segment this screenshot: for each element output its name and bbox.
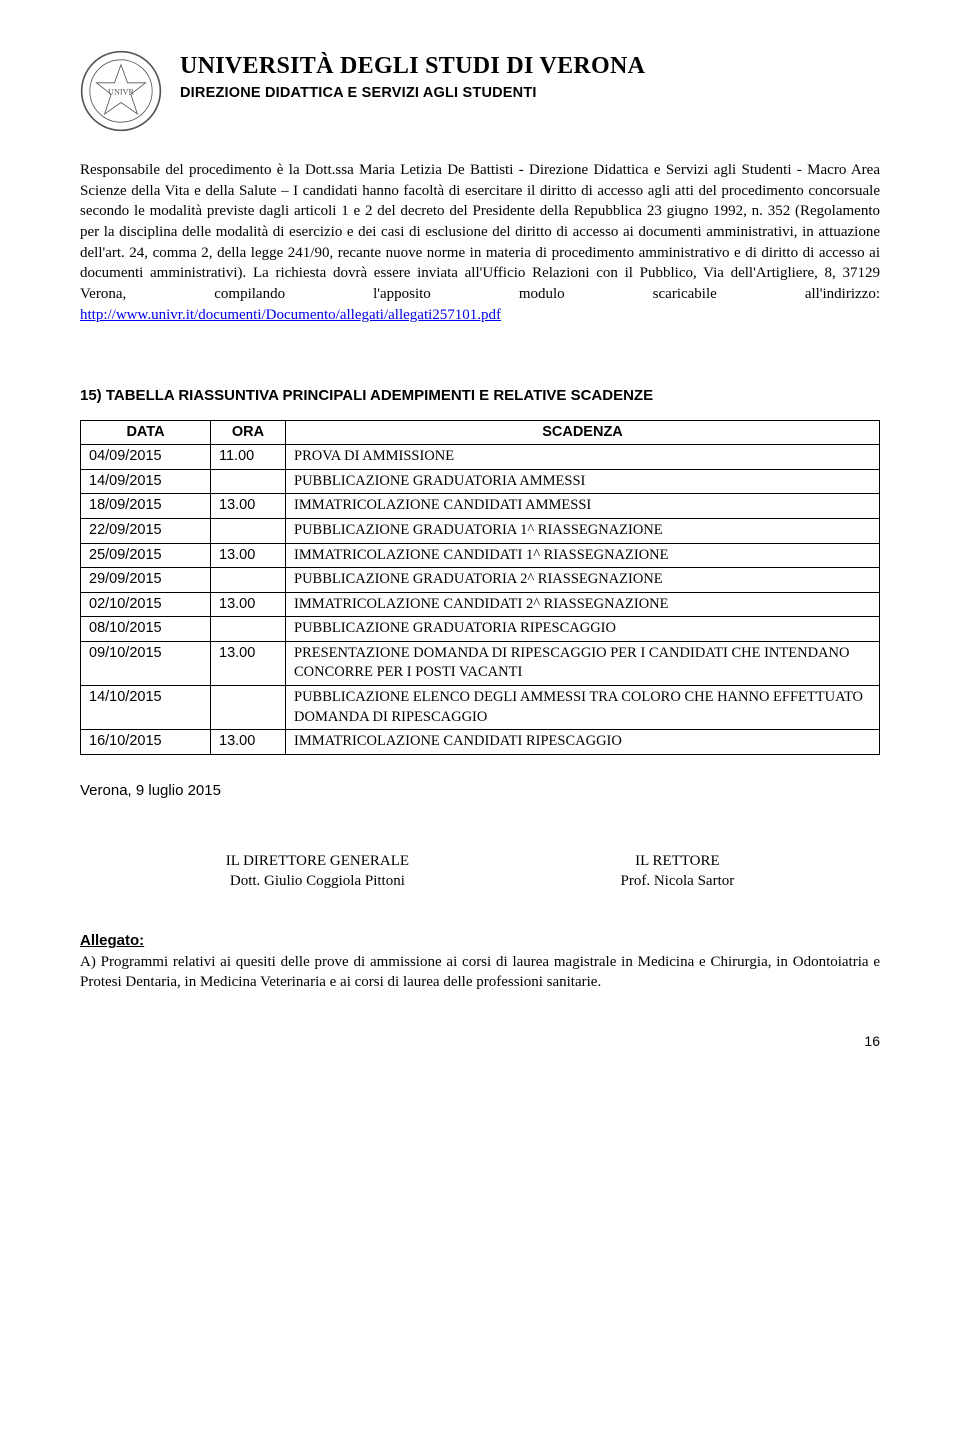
university-subtitle: DIREZIONE DIDATTICA E SERVIZI AGLI STUDE… <box>180 84 880 104</box>
cell-scadenza: IMMATRICOLAZIONE CANDIDATI AMMESSI <box>286 494 880 519</box>
cell-ora: 13.00 <box>211 592 286 617</box>
document-download-link[interactable]: http://www.univr.it/documenti/Documento/… <box>80 307 501 323</box>
cell-scadenza: IMMATRICOLAZIONE CANDIDATI 1^ RIASSEGNAZ… <box>286 543 880 568</box>
cell-data: 02/10/2015 <box>81 592 211 617</box>
col-header-data: DATA <box>81 420 211 445</box>
cell-scadenza: PUBBLICAZIONE GRADUATORIA 2^ RIASSEGNAZI… <box>286 568 880 593</box>
cell-scadenza: PUBBLICAZIONE GRADUATORIA AMMESSI <box>286 469 880 494</box>
table-row: 22/09/2015 PUBBLICAZIONE GRADUATORIA 1^ R… <box>81 519 880 544</box>
signature-right: IL RETTORE Prof. Nicola Sartor <box>621 851 735 892</box>
director-role: IL DIRETTORE GENERALE <box>226 851 409 871</box>
cell-data: 25/09/2015 <box>81 543 211 568</box>
cell-data: 18/09/2015 <box>81 494 211 519</box>
university-title: UNIVERSITÀ DEGLI STUDI DI VERONA <box>180 50 880 82</box>
cell-ora: 13.00 <box>211 543 286 568</box>
section-15-title: 15) TABELLA RIASSUNTIVA PRINCIPALI ADEMP… <box>80 386 880 406</box>
table-row: 14/10/2015 PUBBLICAZIONE ELENCO DEGLI AMM… <box>81 685 880 729</box>
rector-name: Prof. Nicola Sartor <box>621 871 735 891</box>
cell-scadenza: IMMATRICOLAZIONE CANDIDATI 2^ RIASSEGNAZ… <box>286 592 880 617</box>
table-header-row: DATA ORA SCADENZA <box>81 420 880 445</box>
university-seal-icon: UNIVR <box>80 50 162 132</box>
cell-data: 16/10/2015 <box>81 730 211 755</box>
rector-role: IL RETTORE <box>621 851 735 871</box>
director-name: Dott. Giulio Coggiola Pittoni <box>226 871 409 891</box>
cell-ora <box>211 568 286 593</box>
cell-ora <box>211 469 286 494</box>
allegato-text: A) Programmi relativi ai quesiti delle p… <box>80 952 880 993</box>
cell-ora <box>211 519 286 544</box>
document-header: UNIVR UNIVERSITÀ DEGLI STUDI DI VERONA D… <box>80 50 880 132</box>
cell-scadenza: PUBBLICAZIONE GRADUATORIA 1^ RIASSEGNAZI… <box>286 519 880 544</box>
cell-data: 14/09/2015 <box>81 469 211 494</box>
col-header-ora: ORA <box>211 420 286 445</box>
signature-left: IL DIRETTORE GENERALE Dott. Giulio Coggi… <box>226 851 409 892</box>
cell-data: 14/10/2015 <box>81 685 211 729</box>
table-row: 16/10/201513.00IMMATRICOLAZIONE CANDIDAT… <box>81 730 880 755</box>
cell-scadenza: PROVA DI AMMISSIONE <box>286 445 880 470</box>
cell-data: 29/09/2015 <box>81 568 211 593</box>
table-row: 08/10/2015 PUBBLICAZIONE GRADUATORIA RIPE… <box>81 617 880 642</box>
col-header-scadenza: SCADENZA <box>286 420 880 445</box>
cell-data: 22/09/2015 <box>81 519 211 544</box>
paragraph-text: Responsabile del procedimento è la Dott.… <box>80 162 880 302</box>
cell-ora: 13.00 <box>211 641 286 685</box>
table-row: 18/09/201513.00IMMATRICOLAZIONE CANDIDAT… <box>81 494 880 519</box>
svg-text:UNIVR: UNIVR <box>108 87 134 96</box>
table-row: 02/10/201513.00IMMATRICOLAZIONE CANDIDAT… <box>81 592 880 617</box>
header-text-block: UNIVERSITÀ DEGLI STUDI DI VERONA DIREZIO… <box>180 50 880 104</box>
procedure-paragraph: Responsabile del procedimento è la Dott.… <box>80 160 880 326</box>
cell-ora <box>211 685 286 729</box>
allegato-title: Allegato: <box>80 932 144 949</box>
cell-data: 09/10/2015 <box>81 641 211 685</box>
allegato-block: Allegato: A) Programmi relativi ai quesi… <box>80 931 880 992</box>
table-row: 29/09/2015 PUBBLICAZIONE GRADUATORIA 2^ R… <box>81 568 880 593</box>
table-row: 25/09/201513.00IMMATRICOLAZIONE CANDIDAT… <box>81 543 880 568</box>
page-number: 16 <box>80 1032 880 1051</box>
cell-ora: 13.00 <box>211 494 286 519</box>
cell-scadenza: PUBBLICAZIONE GRADUATORIA RIPESCAGGIO <box>286 617 880 642</box>
cell-scadenza: PUBBLICAZIONE ELENCO DEGLI AMMESSI TRA C… <box>286 685 880 729</box>
table-row: 04/09/201511.00PROVA DI AMMISSIONE <box>81 445 880 470</box>
schedule-table: DATA ORA SCADENZA 04/09/201511.00PROVA D… <box>80 420 880 755</box>
date-city: Verona, 9 luglio 2015 <box>80 781 880 801</box>
cell-ora: 13.00 <box>211 730 286 755</box>
table-row: 14/09/2015 PUBBLICAZIONE GRADUATORIA AMME… <box>81 469 880 494</box>
table-row: 09/10/201513.00PRESENTAZIONE DOMANDA DI … <box>81 641 880 685</box>
cell-scadenza: PRESENTAZIONE DOMANDA DI RIPESCAGGIO PER… <box>286 641 880 685</box>
cell-ora: 11.00 <box>211 445 286 470</box>
signatures-row: IL DIRETTORE GENERALE Dott. Giulio Coggi… <box>120 851 840 892</box>
cell-data: 04/09/2015 <box>81 445 211 470</box>
cell-scadenza: IMMATRICOLAZIONE CANDIDATI RIPESCAGGIO <box>286 730 880 755</box>
cell-ora <box>211 617 286 642</box>
cell-data: 08/10/2015 <box>81 617 211 642</box>
